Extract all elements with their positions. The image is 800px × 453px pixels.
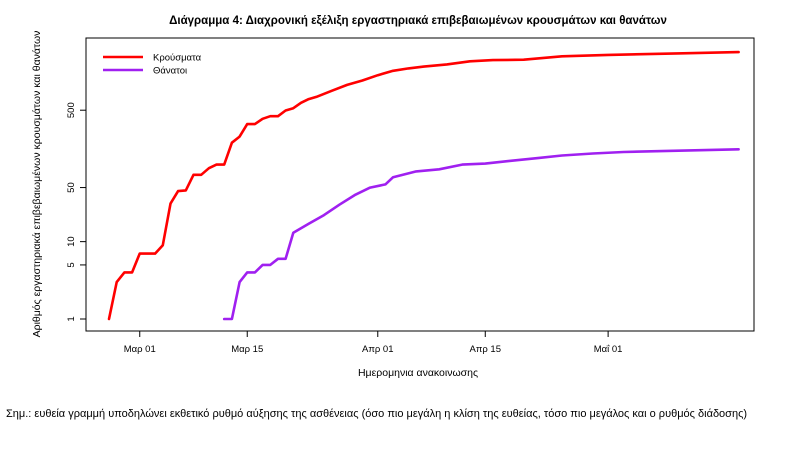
y-axis-label: Αριθμός εργαστηριακά επιβεβαιωμένων κρου… [31,31,43,338]
y-tick-label: 500 [66,102,77,118]
legend-label-2: Θάνατοι [153,66,187,77]
chart-title: Διάγραμμα 4: Διαχρονική εξέλιξη εργαστηρ… [169,15,667,27]
x-tick-label: Μαρ 15 [231,344,263,355]
x-axis-label: Ημερομηνια ανακοινωσης [358,367,478,379]
y-tick-label: 5 [66,262,77,267]
x-tick-label: Μαρ 01 [124,344,156,355]
plot-frame [85,37,755,332]
x-tick-label: Απρ 15 [470,344,502,355]
plot-area: 1 5 10 50 500 Μαρ 01 Μαρ 15 Απρ 01 Απρ 15 Μαΐ 01 Κ… [66,37,755,355]
legend-label-1: Κρούσματα [153,53,202,64]
y-tick-label: 50 [66,182,77,193]
y-tick-label: 1 [66,316,77,321]
footnote: Σημ.: ευθεία γραμμή υποδηλώνει εκθετικό … [6,408,748,420]
x-tick-label: Μαΐ 01 [594,344,623,355]
series-line-2 [222,148,740,321]
series-line-1 [107,50,740,321]
x-tick-label: Απρ 01 [362,344,394,355]
y-tick-label: 10 [66,236,77,247]
